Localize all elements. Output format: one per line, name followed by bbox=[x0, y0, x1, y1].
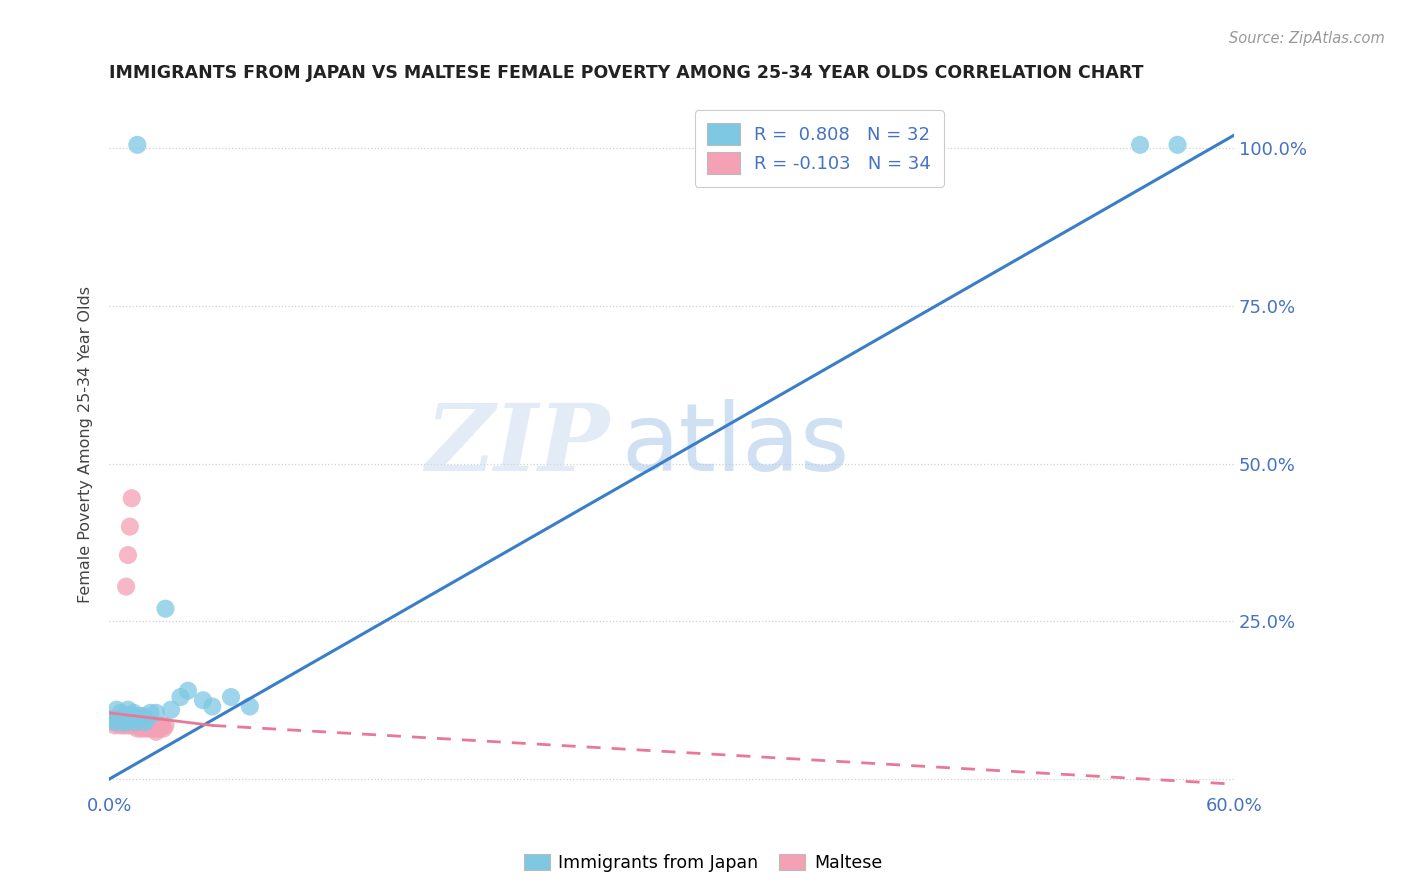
Point bbox=[1167, 137, 1189, 152]
Point bbox=[112, 709, 135, 723]
Point bbox=[117, 703, 139, 717]
Point bbox=[135, 712, 157, 726]
Point bbox=[105, 703, 128, 717]
Point bbox=[139, 706, 162, 720]
Text: Source: ZipAtlas.com: Source: ZipAtlas.com bbox=[1229, 31, 1385, 46]
Point bbox=[110, 706, 132, 720]
Point bbox=[169, 690, 191, 704]
Point bbox=[104, 718, 127, 732]
Point bbox=[118, 715, 141, 730]
Y-axis label: Female Poverty Among 25-34 Year Olds: Female Poverty Among 25-34 Year Olds bbox=[79, 286, 93, 603]
Point bbox=[145, 724, 167, 739]
Legend: R =  0.808   N = 32, R = -0.103   N = 34: R = 0.808 N = 32, R = -0.103 N = 34 bbox=[695, 110, 943, 186]
Point bbox=[101, 715, 124, 730]
Point bbox=[127, 712, 149, 726]
Point bbox=[117, 548, 139, 562]
Point bbox=[134, 722, 156, 736]
Point bbox=[118, 519, 141, 533]
Point bbox=[177, 683, 200, 698]
Point bbox=[111, 715, 134, 730]
Point bbox=[118, 712, 141, 726]
Point bbox=[155, 601, 177, 615]
Point bbox=[132, 709, 155, 723]
Point bbox=[122, 715, 145, 730]
Point bbox=[219, 690, 242, 704]
Point bbox=[139, 718, 162, 732]
Point bbox=[135, 718, 157, 732]
Point bbox=[107, 712, 129, 726]
Point bbox=[111, 715, 134, 730]
Point bbox=[127, 722, 149, 736]
Point bbox=[121, 491, 143, 506]
Point bbox=[121, 718, 143, 732]
Point bbox=[104, 715, 127, 730]
Point bbox=[127, 137, 149, 152]
Point bbox=[134, 715, 156, 730]
Point bbox=[129, 722, 152, 736]
Point bbox=[128, 718, 150, 732]
Point bbox=[110, 718, 132, 732]
Point bbox=[143, 718, 166, 732]
Point bbox=[1129, 137, 1152, 152]
Point bbox=[150, 718, 173, 732]
Point bbox=[124, 718, 146, 732]
Point bbox=[145, 722, 167, 736]
Text: IMMIGRANTS FROM JAPAN VS MALTESE FEMALE POVERTY AMONG 25-34 YEAR OLDS CORRELATIO: IMMIGRANTS FROM JAPAN VS MALTESE FEMALE … bbox=[110, 64, 1143, 82]
Point bbox=[191, 693, 214, 707]
Point bbox=[160, 703, 183, 717]
Point bbox=[101, 712, 124, 726]
Point bbox=[141, 722, 163, 736]
Legend: Immigrants from Japan, Maltese: Immigrants from Japan, Maltese bbox=[517, 847, 889, 879]
Text: ZIP: ZIP bbox=[426, 400, 610, 490]
Point bbox=[155, 718, 177, 732]
Point bbox=[146, 718, 169, 732]
Point bbox=[128, 709, 150, 723]
Point bbox=[152, 722, 174, 736]
Point bbox=[129, 712, 152, 726]
Point bbox=[121, 709, 143, 723]
Point bbox=[117, 718, 139, 732]
Point bbox=[115, 715, 138, 730]
Point bbox=[115, 580, 138, 594]
Point bbox=[132, 718, 155, 732]
Point bbox=[138, 722, 160, 736]
Point bbox=[112, 718, 135, 732]
Point bbox=[149, 722, 172, 736]
Point bbox=[115, 715, 138, 730]
Point bbox=[105, 715, 128, 730]
Text: atlas: atlas bbox=[621, 399, 849, 491]
Point bbox=[107, 712, 129, 726]
Point bbox=[122, 706, 145, 720]
Point bbox=[145, 706, 167, 720]
Point bbox=[239, 699, 262, 714]
Point bbox=[124, 715, 146, 730]
Point bbox=[201, 699, 224, 714]
